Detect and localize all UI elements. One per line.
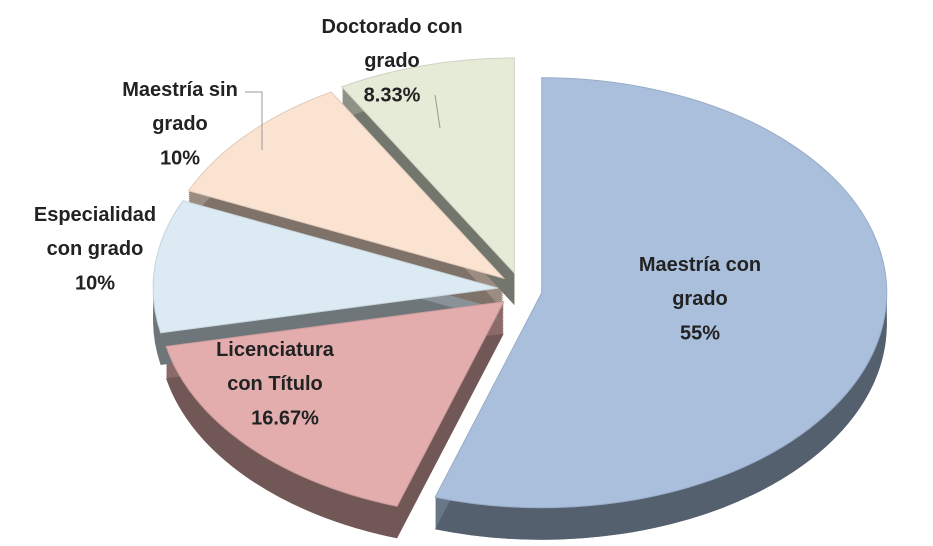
- leader-line: [245, 91, 263, 150]
- slice: [340, 57, 515, 275]
- leader-line: [434, 94, 441, 129]
- value-label: 10%: [75, 272, 115, 294]
- slice: [165, 301, 505, 507]
- slice-label: Especialidad con grado: [34, 204, 156, 260]
- slice-label: Maestría sin grado: [122, 79, 238, 135]
- pie-tops: [152, 57, 888, 509]
- slice: [434, 77, 888, 509]
- value-label: 10%: [160, 147, 200, 169]
- value-label: 55%: [680, 322, 720, 344]
- slice: [187, 91, 506, 280]
- slice-label: Licenciatura con Título: [216, 339, 335, 395]
- value-label: 8.33%: [364, 84, 421, 106]
- slice-label: Doctorado con grado: [321, 16, 462, 72]
- value-label: 16.67%: [251, 407, 319, 429]
- slice: [152, 200, 499, 334]
- slice-label: Maestría con grado: [639, 254, 761, 310]
